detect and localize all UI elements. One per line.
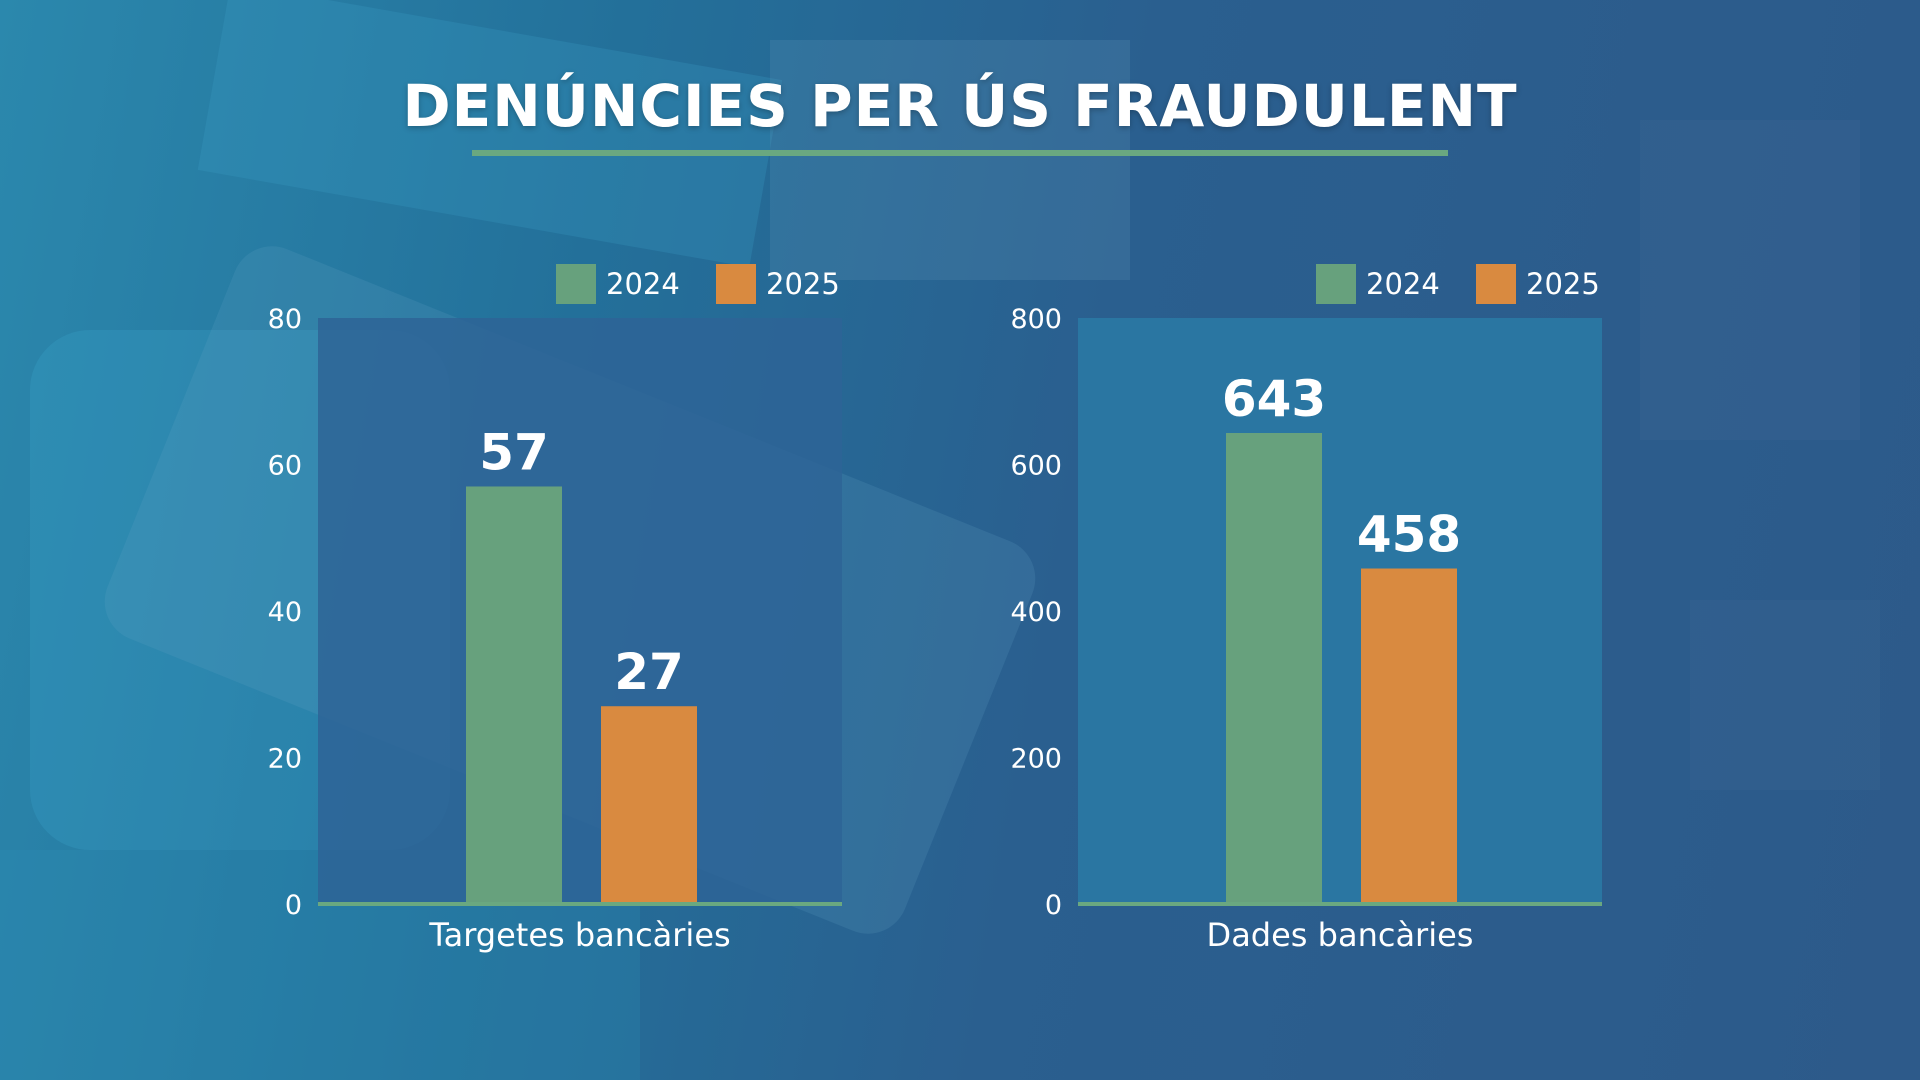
- legend-label-2024: 2024: [1366, 267, 1440, 301]
- data-label-2025: 27: [614, 643, 684, 701]
- page-title: DENÚNCIES PER ÚS FRAUDULENT: [402, 72, 1518, 140]
- title-underline: [472, 150, 1448, 156]
- data-label-2024: 57: [479, 423, 549, 481]
- y-tick-label: 800: [1010, 304, 1062, 335]
- legend-swatch-2025: [1476, 264, 1516, 304]
- x-axis-baseline: [1078, 902, 1602, 906]
- category-label: Dades bancàries: [1207, 916, 1474, 954]
- data-label-2024: 643: [1222, 370, 1326, 428]
- y-tick-label: 20: [268, 744, 302, 775]
- y-tick-label: 400: [1010, 597, 1062, 628]
- legend-label-2024: 2024: [606, 267, 680, 301]
- bar-2024: [466, 486, 562, 904]
- y-tick-label: 200: [1010, 744, 1062, 775]
- y-tick-label: 40: [268, 597, 302, 628]
- x-axis-baseline: [318, 902, 842, 906]
- data-label-2025: 458: [1357, 506, 1461, 564]
- y-tick-label: 80: [268, 304, 302, 335]
- y-tick-label: 60: [268, 451, 302, 482]
- bar-2025: [1361, 568, 1457, 904]
- bar-2025: [601, 706, 697, 904]
- plot-area: [1078, 318, 1602, 904]
- plot-area: [318, 318, 842, 904]
- legend-label-2025: 2025: [1526, 267, 1600, 301]
- legend-swatch-2024: [556, 264, 596, 304]
- legend-swatch-2024: [1316, 264, 1356, 304]
- category-label: Targetes bancàries: [428, 916, 730, 954]
- y-tick-label: 0: [285, 890, 302, 921]
- y-tick-label: 0: [1045, 890, 1062, 921]
- y-tick-label: 600: [1010, 451, 1062, 482]
- bar-2024: [1226, 433, 1322, 904]
- legend-label-2025: 2025: [766, 267, 840, 301]
- legend-swatch-2025: [716, 264, 756, 304]
